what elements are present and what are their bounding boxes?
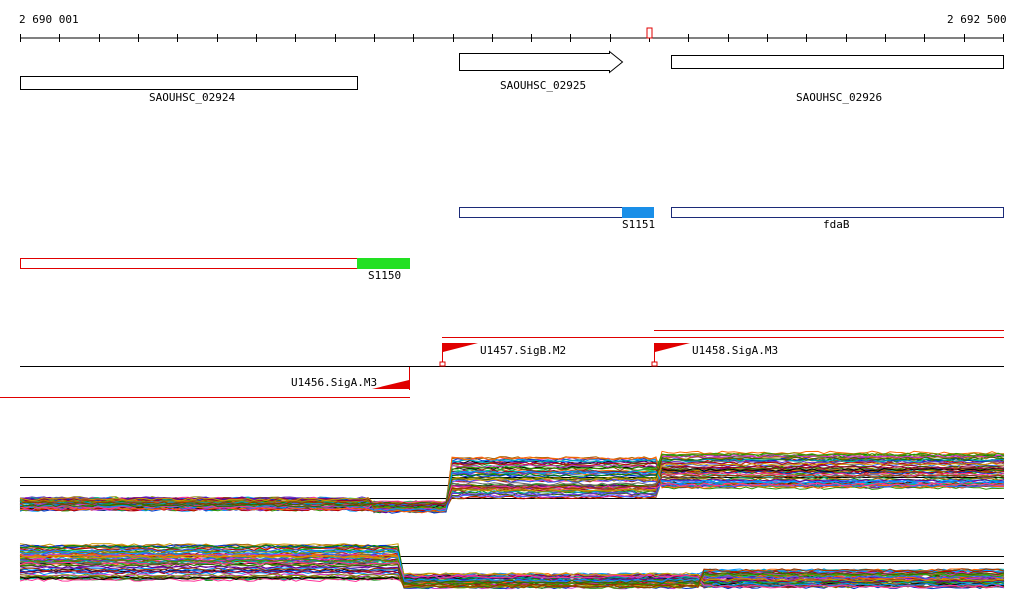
gene-label-saouhsc-02926: SAOUHSC_02926 bbox=[796, 91, 883, 104]
expression-trace bbox=[19, 570, 1005, 583]
expression-trace bbox=[19, 465, 1005, 508]
feature-box-s1151-region[interactable] bbox=[459, 207, 623, 218]
expression-trace bbox=[19, 474, 1005, 506]
gene-box-saouhsc-02924[interactable] bbox=[20, 76, 358, 90]
expression-trace bbox=[20, 563, 1005, 584]
gene-label-saouhsc-02924: SAOUHSC_02924 bbox=[149, 91, 236, 104]
feature-box-s1150-region[interactable] bbox=[20, 258, 358, 269]
promoter-flag-u1456[interactable] bbox=[372, 380, 409, 389]
expression-trace bbox=[19, 456, 1005, 508]
expression-trace bbox=[19, 456, 1005, 514]
promoter-label-u1458: U1458.SigA.M3 bbox=[692, 344, 779, 357]
expression-trace bbox=[19, 452, 1005, 509]
ruler-start-label: 2 690 001 bbox=[19, 13, 79, 26]
ruler bbox=[20, 34, 1004, 42]
feature-box-fdab[interactable] bbox=[671, 207, 1004, 218]
expression-trace bbox=[19, 550, 1005, 587]
gene-box-saouhsc-02926[interactable] bbox=[671, 55, 1004, 69]
expression-trace bbox=[19, 462, 1005, 505]
expression-trace bbox=[20, 467, 1004, 506]
position-marker[interactable] bbox=[646, 27, 653, 39]
promoter-label-u1457: U1457.SigB.M2 bbox=[480, 344, 567, 357]
gene-label-saouhsc-02925: SAOUHSC_02925 bbox=[500, 79, 587, 92]
expression-trace bbox=[19, 554, 1005, 583]
expression-trace bbox=[19, 561, 1005, 589]
expression-profile-panel-2 bbox=[19, 543, 1005, 590]
expression-profile-panel-1 bbox=[19, 450, 1005, 514]
promoter-flag-u1458[interactable] bbox=[655, 343, 690, 352]
expression-trace bbox=[19, 461, 1005, 513]
promoter-flag-u1457[interactable] bbox=[443, 343, 478, 352]
feature-label-s1150: S1150 bbox=[368, 269, 402, 282]
expression-trace bbox=[20, 558, 1005, 586]
feature-s1150-block[interactable] bbox=[357, 258, 410, 269]
expression-trace bbox=[19, 567, 1005, 589]
expression-trace bbox=[19, 454, 1005, 511]
gene-arrow-saouhsc-02925[interactable] bbox=[459, 50, 624, 74]
feature-s1151-block[interactable] bbox=[622, 207, 654, 218]
feature-label-s1151: S1151 bbox=[622, 218, 656, 231]
promoter-label-u1456: U1456.SigA.M3 bbox=[291, 376, 378, 389]
feature-label-fdab: fdaB bbox=[823, 218, 850, 231]
ruler-end-label: 2 692 500 bbox=[947, 13, 1007, 26]
